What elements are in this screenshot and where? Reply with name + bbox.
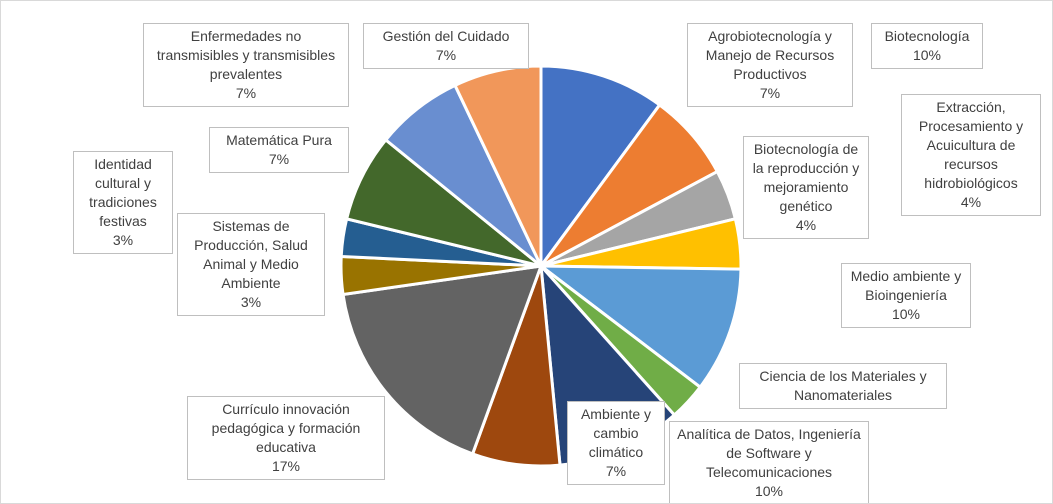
label-value: 4% xyxy=(960,194,982,210)
label-name: Matemática Pura xyxy=(226,132,332,148)
label-value: 10% xyxy=(754,483,784,499)
data-label: Sistemas de Producción, Salud Animal y M… xyxy=(177,213,325,316)
label-name: Biotecnología de la reproducción y mejor… xyxy=(752,141,860,214)
label-name: Biotecnología xyxy=(884,28,970,44)
label-name: Analítica de Datos, Ingeniería de Softwa… xyxy=(677,426,861,480)
label-name: Ciencia de los Materiales y Nanomaterial… xyxy=(759,368,927,403)
label-value: 7% xyxy=(268,151,290,167)
label-name: Enfermedades no transmisibles y transmis… xyxy=(156,28,336,82)
pie-slice xyxy=(539,64,662,271)
label-name: Extracción, Procesamiento y Acuicultura … xyxy=(918,99,1024,191)
label-name: Ambiente y cambio climático xyxy=(580,406,652,460)
data-label: Agrobiotecnología y Manejo de Recursos P… xyxy=(687,23,853,107)
data-label: Matemática Pura 7% xyxy=(209,127,349,173)
data-label: Identidad cultural y tradiciones festiva… xyxy=(73,151,173,254)
data-label: Gestión del Cuidado 7% xyxy=(363,23,529,69)
label-name: Currículo innovación pedagógica y formac… xyxy=(211,401,361,455)
label-value: 7% xyxy=(759,85,781,101)
data-label: Enfermedades no transmisibles y transmis… xyxy=(143,23,349,107)
data-label: Biotecnología de la reproducción y mejor… xyxy=(743,136,869,239)
data-label: Biotecnología 10% xyxy=(871,23,983,69)
label-value: 4% xyxy=(795,217,817,233)
data-label: Extracción, Procesamiento y Acuicultura … xyxy=(901,94,1041,216)
data-label: Analítica de Datos, Ingeniería de Softwa… xyxy=(669,421,869,503)
label-value: 3% xyxy=(112,232,134,248)
label-value: 17% xyxy=(271,458,301,474)
data-label: Medio ambiente y Bioingeniería 10% xyxy=(841,263,971,328)
data-label: Ciencia de los Materiales y Nanomaterial… xyxy=(739,363,947,409)
label-name: Medio ambiente y Bioingeniería xyxy=(850,268,962,303)
data-label: Currículo innovación pedagógica y formac… xyxy=(187,396,385,480)
label-value: 3% xyxy=(240,294,262,310)
label-name: Gestión del Cuidado xyxy=(382,28,510,44)
label-value: 10% xyxy=(912,47,942,63)
label-name: Identidad cultural y tradiciones festiva… xyxy=(89,156,157,229)
pie-slice xyxy=(453,64,543,267)
label-value: 7% xyxy=(235,85,257,101)
label-value: 10% xyxy=(891,306,921,322)
pie-slice xyxy=(536,264,743,390)
label-name: Agrobiotecnología y Manejo de Recursos P… xyxy=(705,28,835,82)
label-value: 7% xyxy=(435,47,457,63)
label-value: 7% xyxy=(605,463,627,479)
data-label: Ambiente y cambio climático 7% xyxy=(567,401,665,485)
label-name: Sistemas de Producción, Salud Animal y M… xyxy=(194,218,308,291)
pie-slice xyxy=(341,264,544,456)
